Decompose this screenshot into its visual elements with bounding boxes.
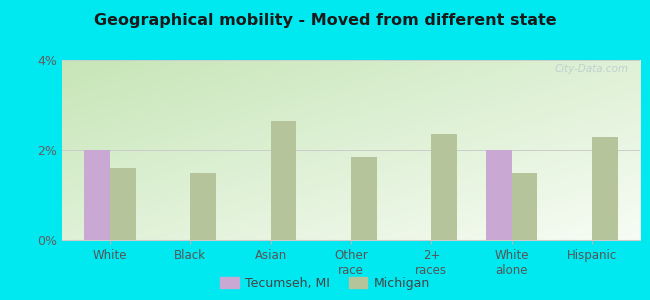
- Bar: [190, 172, 216, 240]
- Bar: [432, 134, 457, 240]
- Bar: [592, 136, 617, 240]
- Bar: [110, 168, 136, 240]
- Legend: Tecumseh, MI, Michigan: Tecumseh, MI, Michigan: [218, 274, 432, 292]
- Bar: [270, 121, 296, 240]
- Bar: [486, 150, 512, 240]
- Bar: [351, 157, 377, 240]
- Text: City-Data.com: City-Data.com: [554, 64, 629, 74]
- Bar: [512, 172, 538, 240]
- Text: Geographical mobility - Moved from different state: Geographical mobility - Moved from diffe…: [94, 14, 556, 28]
- Bar: [84, 150, 110, 240]
